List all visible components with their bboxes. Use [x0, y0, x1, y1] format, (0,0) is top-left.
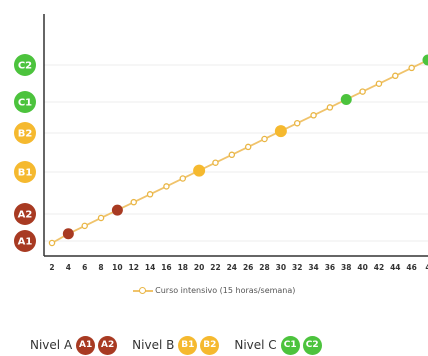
x-tick-label: 2 — [49, 263, 54, 272]
legend-label: Curso intensivo (15 horas/semana) — [155, 286, 295, 295]
milestone-point-b1 — [193, 165, 205, 177]
badge-c2: C2 — [303, 336, 322, 355]
data-point — [164, 184, 169, 189]
x-tick-label: 4 — [66, 263, 71, 272]
x-tick-label: 10 — [112, 263, 122, 272]
x-tick-label: 40 — [357, 263, 367, 272]
data-point — [409, 65, 414, 70]
level-label: Nivel B — [132, 338, 174, 352]
x-tick-label: 14 — [145, 263, 155, 272]
x-tick-label: 8 — [98, 263, 103, 272]
y-level-badges: A1 A2 B1 B2 C1 C2 — [14, 54, 36, 252]
data-point — [180, 176, 185, 181]
data-points — [49, 55, 428, 246]
x-tick-label: 28 — [259, 263, 269, 272]
data-point — [229, 152, 234, 157]
y-tick-label: B1 — [18, 168, 33, 179]
badge-c1: C1 — [281, 336, 300, 355]
level-group-b: Nivel B B1 B2 — [132, 336, 222, 355]
data-point — [262, 136, 267, 141]
badge-b1: B1 — [178, 336, 197, 355]
legend: Curso intensivo (15 horas/semana) — [0, 286, 428, 295]
data-point — [360, 89, 365, 94]
series-polyline — [52, 60, 428, 243]
x-tick-label: 32 — [292, 263, 302, 272]
milestone-point-c1 — [341, 94, 352, 105]
milestone-point-b2 — [275, 125, 287, 137]
x-tick-label: 6 — [82, 263, 87, 272]
legend-marker — [133, 286, 153, 295]
x-tick-label: 30 — [276, 263, 286, 272]
level-group-a: Nivel A A1 A2 — [30, 336, 120, 355]
milestone-point-a2 — [112, 205, 123, 216]
x-tick-label: 22 — [210, 263, 220, 272]
x-tick-label: 42 — [374, 263, 384, 272]
data-point — [98, 215, 103, 220]
x-tick-label: 12 — [129, 263, 139, 272]
data-point — [82, 223, 87, 228]
x-tick-label: 38 — [341, 263, 351, 272]
y-tick-label: A1 — [18, 237, 33, 248]
badge-a2: A2 — [98, 336, 117, 355]
data-point — [376, 81, 381, 86]
badge-a1: A1 — [76, 336, 95, 355]
data-point — [393, 73, 398, 78]
level-label: Nivel C — [234, 338, 276, 352]
level-label: Nivel A — [30, 338, 72, 352]
y-tick-label: B2 — [18, 129, 33, 140]
y-tick-label: C1 — [18, 98, 32, 109]
data-point — [311, 113, 316, 118]
level-legend: Nivel A A1 A2 Nivel B B1 B2 Nivel C C1 C… — [30, 334, 337, 356]
x-tick-label: 24 — [227, 263, 237, 272]
x-tick-label: 20 — [194, 263, 204, 272]
data-point — [49, 240, 54, 245]
data-point — [147, 192, 152, 197]
data-point — [131, 200, 136, 205]
x-tick-label: 34 — [308, 263, 318, 272]
milestone-point-a1 — [63, 228, 74, 239]
data-point — [213, 160, 218, 165]
data-point — [246, 144, 251, 149]
data-point — [295, 121, 300, 126]
x-tick-label: 26 — [243, 263, 253, 272]
x-tick-label: 16 — [161, 263, 171, 272]
x-tick-label: 36 — [325, 263, 335, 272]
badge-b2: B2 — [200, 336, 219, 355]
y-tick-label: A2 — [18, 210, 33, 221]
series-line — [52, 60, 428, 243]
data-point — [327, 105, 332, 110]
x-tick-label: 18 — [178, 263, 188, 272]
x-tick-label: 44 — [390, 263, 400, 272]
milestone-point-c2 — [423, 55, 428, 66]
y-tick-label: C2 — [18, 61, 32, 72]
x-tick-label: 46 — [406, 263, 416, 272]
level-group-c: Nivel C C1 C2 — [234, 336, 324, 355]
